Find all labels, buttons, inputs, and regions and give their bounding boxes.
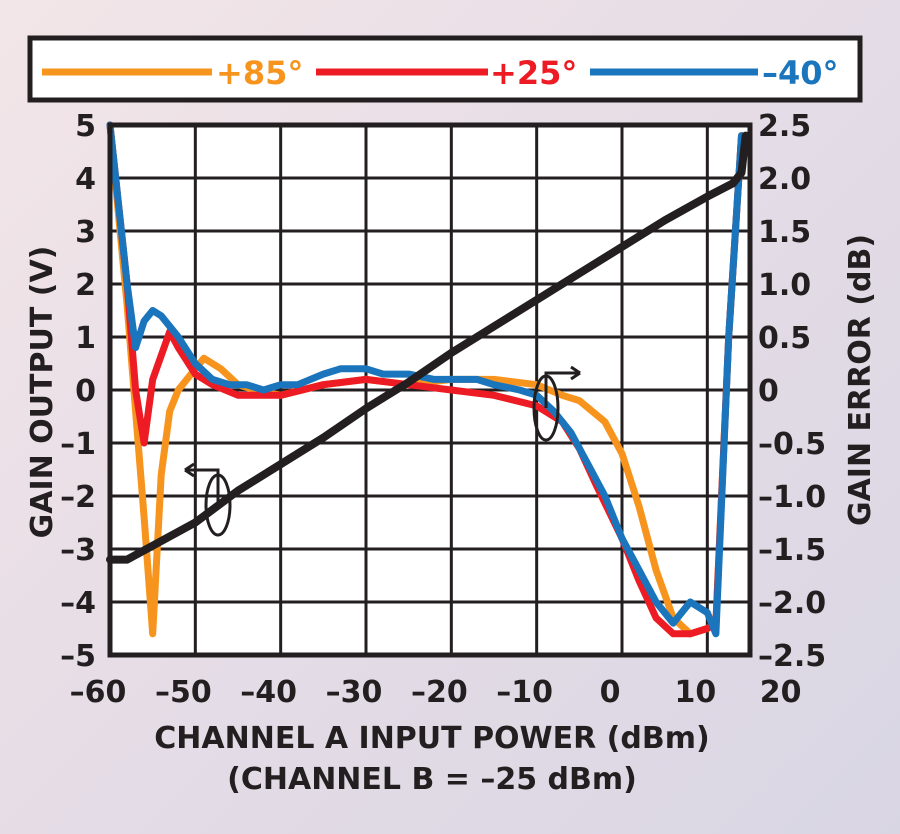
legend-label-minus40: –40° [762,54,839,92]
y-right-tick-label: –1.0 [758,480,826,515]
x-axis-subtitle: (CHANNEL B = –25 dBm) [227,762,637,797]
y-right-tick-label: 2.0 [758,162,811,197]
x-tick-label: 0 [600,675,621,710]
y-left-tick-label: 3 [75,215,96,250]
y-right-axis-title: GAIN ERROR (dB) [843,234,878,526]
x-tick-label: –20 [411,675,468,710]
y-right-tick-label: 2.5 [758,109,811,144]
y-left-axis-title: GAIN OUTPUT (V) [25,246,60,539]
y-right-tick-label: 1.0 [758,268,811,303]
y-right-tick-label: 0 [758,374,779,409]
y-left-tick-label: 2 [75,268,96,303]
y-right-tick-label: 1.5 [758,215,811,250]
y-left-tick-label: 1 [75,321,96,356]
x-tick-label: –40 [240,675,297,710]
y-right-tick-label: –2.0 [758,586,826,621]
legend: +85° +25° –40° [27,35,863,103]
y-right-tick-label: 0.5 [758,321,811,356]
x-tick-label: –50 [155,675,212,710]
right-axis-indicator [532,365,581,442]
x-tick-label: –30 [326,675,383,710]
y-left-tick-label: 5 [75,109,96,144]
y-left-tick-label: –2 [60,480,96,515]
y-left-tick-label: –3 [60,533,96,568]
left-axis-indicator [184,462,232,537]
series-line-1 [106,121,745,638]
x-tick-label: –10 [496,675,553,710]
y-left-tick-label: –5 [60,639,96,674]
tick-labels: –60 –50 –40 –30 –20 –10 0 10 20543210–1–2–3–4–52… [60,109,826,710]
y-left-tick-label: 0 [75,374,96,409]
x-tick-label: 20 [760,675,802,710]
y-right-tick-label: –0.5 [758,427,826,462]
y-left-tick-label: 4 [75,162,96,197]
x-tick-label: –60 [70,675,127,710]
y-right-tick-label: –2.5 [758,639,826,674]
plot-frame [107,122,753,658]
legend-label-85: +85° [216,54,303,92]
x-axis-title: CHANNEL A INPUT POWER (dBm) [154,721,709,756]
series-line-2 [106,121,745,638]
x-tick-label: 10 [674,675,716,710]
y-left-tick-label: –4 [60,586,96,621]
y-left-tick-label: –1 [60,427,96,462]
y-right-tick-label: –1.5 [758,533,826,568]
legend-label-25: +25° [490,54,577,92]
